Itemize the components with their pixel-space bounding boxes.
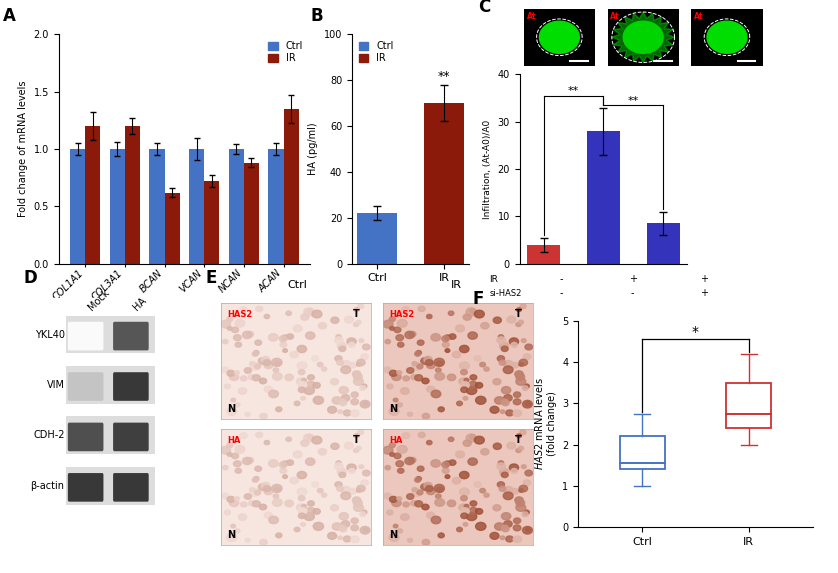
Text: At: At — [694, 12, 704, 21]
FancyBboxPatch shape — [113, 372, 148, 401]
Bar — [620, 437, 665, 469]
Polygon shape — [612, 12, 675, 62]
Text: Mock: Mock — [86, 288, 111, 312]
Legend: Ctrl, IR: Ctrl, IR — [266, 39, 305, 65]
Text: HA: HA — [132, 296, 148, 312]
Bar — [587, 131, 620, 264]
Bar — [268, 149, 283, 264]
Text: B: B — [311, 7, 323, 25]
Text: E: E — [205, 269, 216, 287]
Bar — [283, 109, 298, 264]
Bar — [424, 103, 464, 264]
Text: YKL40: YKL40 — [34, 329, 65, 340]
Text: CDH-2: CDH-2 — [33, 430, 65, 441]
Text: *: * — [692, 325, 699, 339]
Text: VIM: VIM — [47, 380, 65, 390]
FancyBboxPatch shape — [113, 473, 148, 502]
Text: +: + — [628, 274, 637, 284]
Bar — [66, 467, 155, 505]
Polygon shape — [623, 21, 663, 53]
Text: -: - — [560, 274, 563, 284]
Text: D: D — [23, 269, 38, 287]
FancyBboxPatch shape — [113, 322, 148, 351]
Text: -: - — [631, 288, 634, 298]
FancyBboxPatch shape — [68, 322, 103, 351]
Bar — [527, 245, 560, 264]
Bar — [204, 181, 220, 264]
Text: IR: IR — [489, 276, 499, 284]
Bar — [66, 366, 155, 404]
Bar — [70, 149, 85, 264]
Y-axis label: HA (pg/ml): HA (pg/ml) — [308, 123, 318, 175]
Bar — [66, 316, 155, 354]
Text: β-actin: β-actin — [30, 481, 65, 491]
Text: Ctrl: Ctrl — [287, 280, 308, 290]
FancyBboxPatch shape — [68, 473, 103, 502]
Y-axis label: Infiltration, (At-A0)/A0: Infiltration, (At-A0)/A0 — [483, 119, 492, 219]
Text: IR: IR — [451, 280, 463, 290]
Polygon shape — [707, 21, 747, 53]
Text: F: F — [473, 291, 484, 308]
Bar — [66, 417, 155, 454]
Bar — [647, 223, 680, 264]
Bar — [357, 213, 397, 264]
Y-axis label: $\mathit{HAS2}$ mRNA levels
(fold change): $\mathit{HAS2}$ mRNA levels (fold change… — [533, 378, 556, 470]
Bar — [229, 149, 244, 264]
Bar — [727, 383, 771, 428]
Bar — [125, 126, 140, 264]
Text: A: A — [3, 7, 16, 25]
Text: +: + — [700, 288, 708, 298]
FancyBboxPatch shape — [113, 423, 148, 452]
Text: +: + — [700, 274, 708, 284]
Bar — [85, 126, 101, 264]
Text: si-HAS2: si-HAS2 — [489, 289, 522, 298]
Text: **: ** — [437, 70, 450, 83]
Bar — [164, 193, 179, 264]
FancyBboxPatch shape — [68, 423, 103, 452]
FancyBboxPatch shape — [68, 372, 103, 401]
Legend: Ctrl, IR: Ctrl, IR — [357, 39, 396, 65]
Bar — [189, 149, 204, 264]
Polygon shape — [540, 21, 579, 53]
Text: **: ** — [568, 87, 579, 96]
Text: C: C — [478, 0, 490, 16]
Bar — [149, 149, 164, 264]
Y-axis label: Fold change of mRNA levels: Fold change of mRNA levels — [18, 81, 28, 217]
Bar — [110, 149, 125, 264]
Text: At: At — [526, 12, 536, 21]
Bar — [244, 163, 259, 264]
Text: -: - — [560, 288, 563, 298]
Text: At: At — [610, 12, 620, 21]
Text: **: ** — [628, 96, 639, 106]
